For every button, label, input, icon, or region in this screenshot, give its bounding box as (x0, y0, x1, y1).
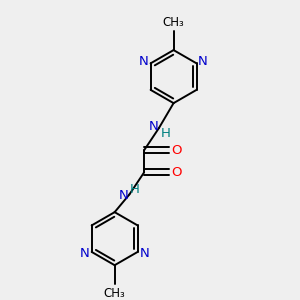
Text: N: N (149, 120, 158, 133)
Text: N: N (198, 56, 208, 68)
Text: H: H (160, 127, 170, 140)
Text: N: N (119, 189, 129, 203)
Text: O: O (171, 166, 182, 179)
Text: H: H (130, 183, 140, 196)
Text: O: O (171, 144, 182, 157)
Text: N: N (140, 247, 150, 260)
Text: N: N (80, 247, 89, 260)
Text: CH₃: CH₃ (163, 16, 184, 28)
Text: CH₃: CH₃ (104, 287, 125, 300)
Text: N: N (139, 56, 149, 68)
